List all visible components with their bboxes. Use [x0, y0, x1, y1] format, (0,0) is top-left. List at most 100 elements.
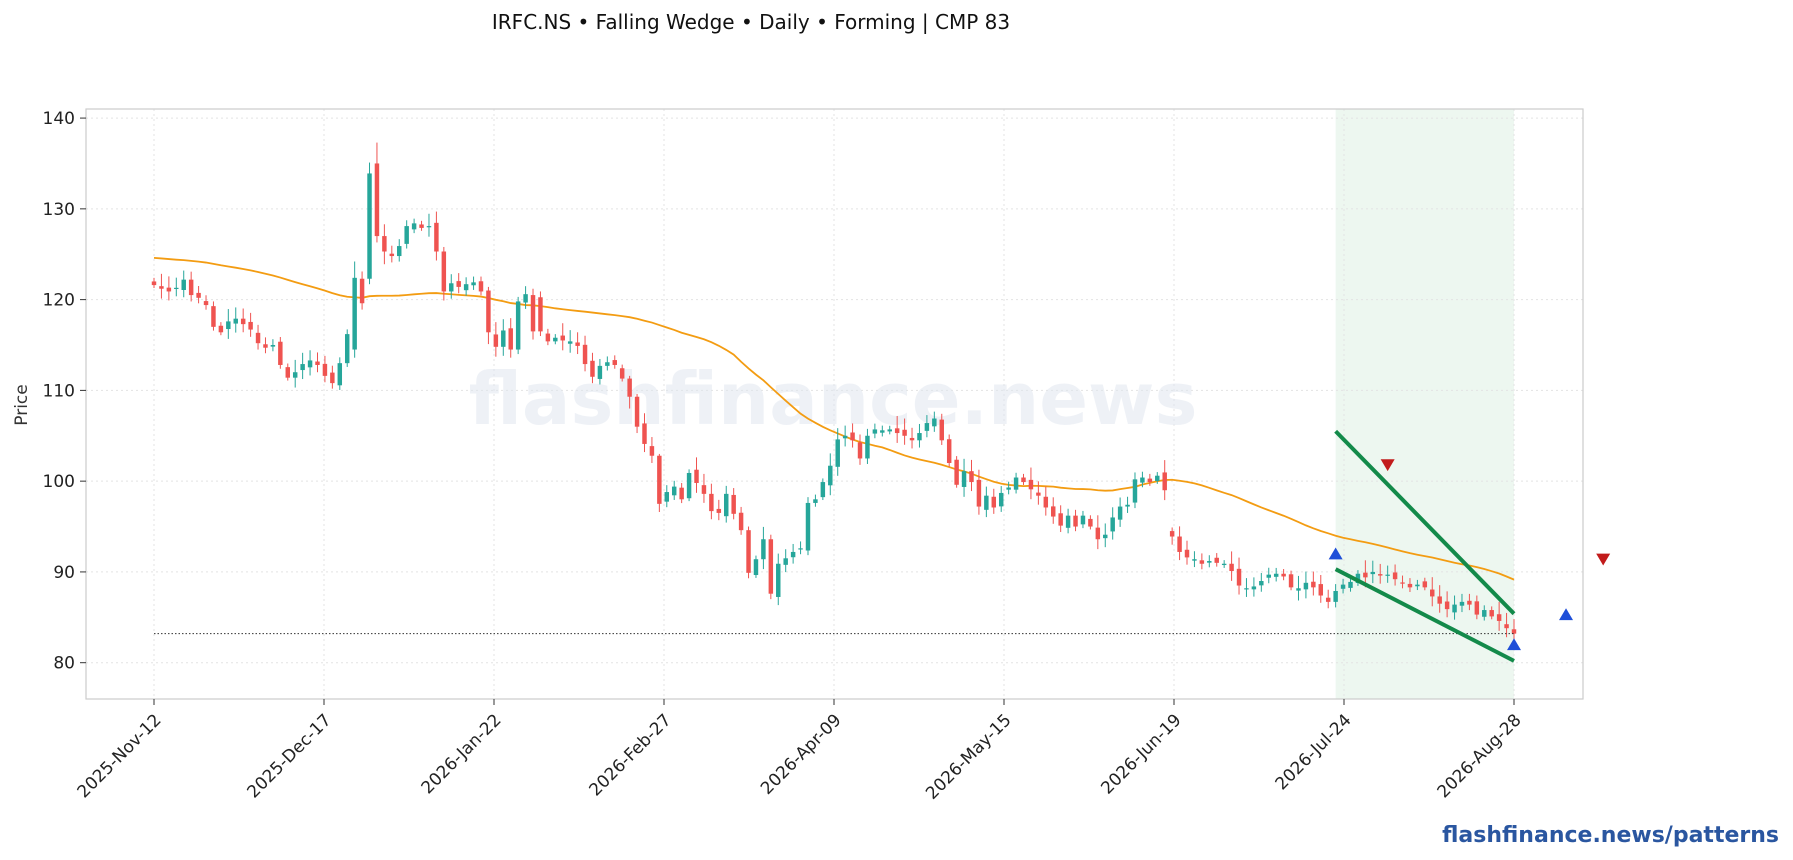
candle-body — [1325, 597, 1331, 602]
chart-title: IRFC.NS • Falling Wedge • Daily • Formin… — [492, 10, 1010, 34]
candle-body — [248, 321, 253, 330]
candle-body — [1110, 517, 1115, 532]
candle-body — [374, 163, 380, 237]
candle-body — [761, 539, 766, 560]
candle-body — [382, 236, 387, 252]
candle-body — [441, 251, 447, 292]
candle-body — [976, 479, 982, 507]
candle-body — [240, 318, 246, 325]
wedge-overlays — [154, 429, 1611, 663]
candle-body — [151, 281, 157, 286]
candle-body — [1482, 610, 1487, 617]
y-tick-label: 120 — [43, 291, 75, 311]
candle-body — [619, 368, 625, 379]
candle-body — [463, 284, 469, 291]
candle-body — [255, 332, 261, 344]
candle-body — [1147, 478, 1153, 483]
y-axis-label: Price — [12, 384, 32, 425]
pivot-low-marker — [1507, 638, 1521, 651]
candle-body — [664, 492, 670, 502]
candle-body — [1095, 527, 1101, 540]
footer-link[interactable]: flashfinance.news/patterns — [1442, 823, 1779, 848]
pivot-high-marker — [1596, 553, 1611, 566]
candle-body — [1340, 584, 1346, 589]
y-tick-label: 110 — [43, 381, 75, 401]
candle-body — [166, 287, 172, 292]
candle-body — [820, 482, 826, 498]
upper-trendline — [1334, 429, 1516, 616]
candle-body — [954, 459, 959, 485]
candle-body — [828, 465, 833, 486]
candle-body — [612, 360, 617, 365]
candle-body — [865, 435, 870, 459]
candle-body — [909, 437, 915, 441]
candle-body — [344, 334, 350, 364]
candle-body — [1288, 574, 1294, 588]
candle-body — [1140, 477, 1145, 483]
candle-body — [969, 471, 974, 483]
candle-body — [1051, 506, 1056, 517]
candle-body — [1013, 477, 1019, 490]
candle-body — [553, 337, 558, 342]
candle-body — [501, 330, 506, 347]
candle-body — [998, 492, 1004, 507]
candle-body — [486, 290, 491, 333]
candle-body — [456, 281, 461, 287]
candle-body — [1303, 582, 1309, 590]
candle-body — [159, 286, 164, 289]
candle-body — [724, 493, 729, 517]
candle-body — [1080, 515, 1086, 525]
candle-body — [872, 429, 878, 434]
pivot-low-marker — [1559, 608, 1574, 621]
ma-line — [153, 256, 1515, 581]
watermark: flashfinance.news — [469, 357, 1198, 441]
candle-body — [1155, 475, 1160, 481]
candle-body — [649, 446, 655, 456]
candle-body — [894, 428, 900, 434]
candle-body — [1073, 515, 1078, 527]
candle-body — [902, 429, 907, 436]
candle-body — [1422, 581, 1428, 588]
candle-body — [582, 344, 588, 365]
candle-body — [887, 429, 892, 432]
candle-body — [285, 367, 290, 378]
candle-body — [1385, 574, 1390, 576]
candle-body — [679, 487, 684, 500]
candle-body — [1452, 604, 1457, 613]
candle-body — [716, 508, 722, 513]
candle-body — [805, 502, 811, 551]
candles — [151, 142, 1517, 642]
candle-body — [1192, 559, 1197, 561]
candle-body — [753, 559, 759, 576]
candle-body — [330, 372, 335, 384]
candle-body — [880, 430, 885, 433]
candle-body — [768, 539, 774, 594]
candle-body — [991, 496, 997, 508]
candle-body — [1207, 561, 1212, 563]
candle-body — [1132, 479, 1138, 503]
candle-body — [984, 495, 989, 510]
candle-body — [1273, 573, 1279, 577]
candle-body — [1444, 601, 1450, 610]
candle-body — [1221, 563, 1227, 566]
candle-body — [1251, 586, 1257, 590]
candle-body — [404, 226, 409, 244]
candle-body — [1043, 496, 1049, 508]
candle-body — [1177, 536, 1182, 552]
candle-body — [1363, 572, 1368, 578]
candle-body — [1162, 472, 1167, 491]
candle-body — [932, 418, 937, 427]
candle-body — [1244, 588, 1249, 590]
candle-body — [1281, 573, 1286, 577]
pattern-highlight-zone — [1335, 109, 1514, 699]
candle-body — [226, 321, 231, 330]
candle-body — [857, 442, 863, 459]
y-tick-label: 130 — [43, 200, 75, 220]
candle-body — [694, 469, 699, 483]
candle-body — [278, 341, 283, 365]
candle-body — [634, 396, 640, 427]
candle-body — [538, 297, 543, 332]
candle-body — [575, 342, 580, 346]
grid — [86, 109, 1583, 699]
candle-body — [961, 471, 967, 487]
